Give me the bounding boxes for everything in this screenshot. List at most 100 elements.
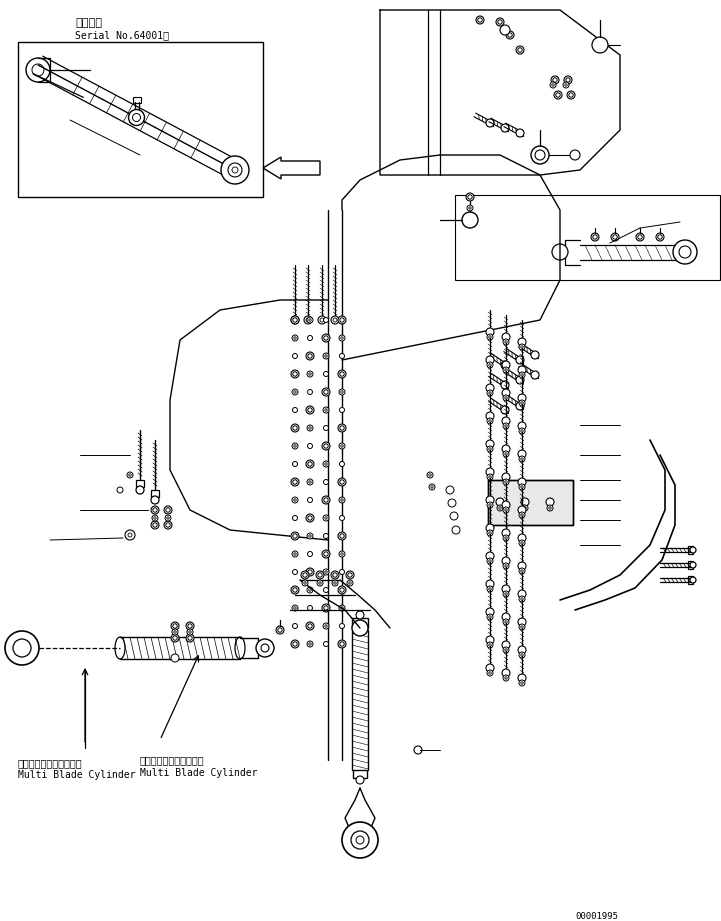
Circle shape xyxy=(566,77,570,82)
Bar xyxy=(688,576,693,584)
Circle shape xyxy=(502,445,510,453)
Circle shape xyxy=(486,412,494,420)
Circle shape xyxy=(563,82,569,88)
Circle shape xyxy=(518,590,526,598)
Circle shape xyxy=(502,333,510,341)
Circle shape xyxy=(592,37,608,53)
Circle shape xyxy=(570,150,580,160)
Circle shape xyxy=(331,316,339,324)
Text: Multi Blade Cylinder: Multi Blade Cylinder xyxy=(140,768,257,778)
Circle shape xyxy=(304,582,306,584)
Circle shape xyxy=(521,374,523,376)
Circle shape xyxy=(486,580,494,588)
Circle shape xyxy=(478,17,482,22)
Circle shape xyxy=(519,652,525,658)
Circle shape xyxy=(518,562,526,570)
Circle shape xyxy=(129,473,131,476)
Circle shape xyxy=(13,639,31,657)
Circle shape xyxy=(521,458,523,460)
Circle shape xyxy=(486,496,494,504)
Circle shape xyxy=(307,371,313,377)
Circle shape xyxy=(323,515,329,521)
Circle shape xyxy=(549,507,551,509)
Circle shape xyxy=(341,553,343,555)
Circle shape xyxy=(340,588,344,592)
Circle shape xyxy=(307,479,313,485)
Bar xyxy=(133,98,141,103)
Circle shape xyxy=(466,193,474,201)
Bar xyxy=(502,362,508,368)
Circle shape xyxy=(487,418,493,424)
Text: マルチブレードシリンダ: マルチブレードシリンダ xyxy=(18,758,83,768)
Circle shape xyxy=(5,631,39,665)
Circle shape xyxy=(489,476,491,478)
Ellipse shape xyxy=(235,637,245,659)
Circle shape xyxy=(318,573,322,577)
Bar xyxy=(487,120,493,126)
Circle shape xyxy=(151,496,159,504)
Circle shape xyxy=(462,212,478,228)
Circle shape xyxy=(293,607,296,609)
Circle shape xyxy=(505,593,507,595)
Circle shape xyxy=(340,407,345,413)
Circle shape xyxy=(502,389,510,397)
Circle shape xyxy=(503,591,509,597)
Circle shape xyxy=(309,535,311,537)
Circle shape xyxy=(505,621,507,624)
Circle shape xyxy=(519,596,525,602)
Circle shape xyxy=(518,48,522,52)
Circle shape xyxy=(324,426,329,430)
Circle shape xyxy=(550,82,556,88)
Circle shape xyxy=(324,444,328,449)
Circle shape xyxy=(487,362,493,368)
Circle shape xyxy=(519,540,525,546)
Circle shape xyxy=(324,552,328,556)
Circle shape xyxy=(502,473,510,481)
Circle shape xyxy=(292,335,298,341)
Circle shape xyxy=(501,406,509,414)
Circle shape xyxy=(228,163,242,177)
Circle shape xyxy=(293,318,297,322)
Circle shape xyxy=(489,420,491,422)
Circle shape xyxy=(340,642,344,647)
Circle shape xyxy=(486,608,494,616)
Circle shape xyxy=(133,113,141,122)
Circle shape xyxy=(414,746,422,754)
Circle shape xyxy=(656,233,664,241)
Circle shape xyxy=(324,497,328,502)
Circle shape xyxy=(340,318,344,322)
Circle shape xyxy=(531,351,539,359)
Circle shape xyxy=(489,644,491,647)
Circle shape xyxy=(334,582,336,584)
Circle shape xyxy=(487,390,493,396)
Ellipse shape xyxy=(115,637,125,659)
Circle shape xyxy=(308,516,312,520)
Circle shape xyxy=(516,356,524,364)
Circle shape xyxy=(293,461,298,467)
Circle shape xyxy=(128,110,144,125)
Circle shape xyxy=(338,478,346,486)
Circle shape xyxy=(521,402,523,404)
Circle shape xyxy=(503,339,509,345)
Circle shape xyxy=(320,318,324,322)
Circle shape xyxy=(516,129,524,137)
Circle shape xyxy=(638,235,642,239)
Circle shape xyxy=(502,613,510,621)
Circle shape xyxy=(486,552,494,560)
Circle shape xyxy=(503,563,509,569)
Circle shape xyxy=(502,501,510,509)
Circle shape xyxy=(322,334,330,342)
Circle shape xyxy=(307,587,313,593)
Circle shape xyxy=(339,551,345,557)
Circle shape xyxy=(535,150,545,160)
Circle shape xyxy=(569,93,573,98)
Circle shape xyxy=(306,514,314,522)
Circle shape xyxy=(308,570,312,574)
Circle shape xyxy=(505,648,507,651)
Circle shape xyxy=(307,317,313,323)
Circle shape xyxy=(487,502,493,508)
Circle shape xyxy=(338,316,346,324)
Circle shape xyxy=(166,523,170,527)
Circle shape xyxy=(486,119,494,127)
Circle shape xyxy=(489,588,491,590)
